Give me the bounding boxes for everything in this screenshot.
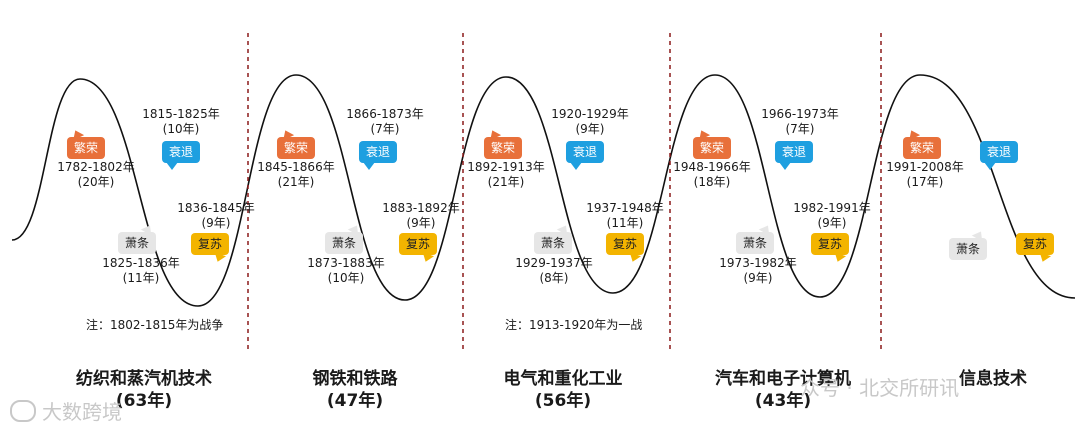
depression-tag: 萧条	[735, 232, 775, 254]
boom-tag: 繁荣	[483, 137, 523, 159]
recession-period: 1920-1929年 (9年)	[551, 107, 629, 136]
boom-tag: 繁荣	[66, 137, 106, 159]
depression-tag: 萧条	[117, 232, 157, 254]
boom-tag: 繁荣	[692, 137, 732, 159]
brand-icon	[10, 400, 36, 422]
depression-period: 1873-1883年 (10年)	[307, 256, 385, 285]
recession-tag: 衰退	[358, 141, 398, 170]
cycle-note: 注：1913-1920年为一战	[505, 318, 643, 332]
era-label: 钢铁和铁路 (47年)	[312, 369, 398, 411]
depression-tag: 萧条	[533, 232, 573, 254]
recovery-tag: 复苏	[1015, 233, 1055, 255]
recession-tag: 衰退	[979, 141, 1019, 170]
boom-period: 1782-1802年 (20年)	[57, 160, 135, 189]
recession-period: 1866-1873年 (7年)	[346, 107, 424, 136]
wave-curve	[11, 74, 1076, 307]
boom-period: 1948-1966年 (18年)	[673, 160, 751, 189]
boom-period: 1892-1913年 (21年)	[467, 160, 545, 189]
boom-period: 1845-1866年 (21年)	[257, 160, 335, 189]
era-label: 信息技术	[959, 369, 1027, 389]
boom-period: 1991-2008年 (17年)	[886, 160, 964, 189]
depression-period: 1929-1937年 (8年)	[515, 256, 593, 285]
recession-period: 1966-1973年 (7年)	[761, 107, 839, 136]
recovery-tag: 复苏	[398, 233, 438, 255]
recession-tag: 衰退	[565, 141, 605, 170]
era-label: 汽车和电子计算机 (43年)	[715, 369, 851, 411]
watermark-account: 众号 · 北交所研讯	[800, 376, 960, 400]
recovery-tag: 复苏	[190, 233, 230, 255]
depression-tag: 萧条	[948, 238, 988, 260]
recession-tag: 衰退	[774, 141, 814, 170]
recovery-period: 1836-1845年 (9年)	[177, 201, 255, 230]
depression-period: 1973-1982年 (9年)	[719, 256, 797, 285]
era-label: 电气和重化工业 (56年)	[503, 369, 623, 411]
watermark-logo: 大数跨境	[10, 396, 122, 425]
depression-tag: 萧条	[324, 232, 364, 254]
recovery-period: 1982-1991年 (9年)	[793, 201, 871, 230]
depression-period: 1825-1836年 (11年)	[102, 256, 180, 285]
recession-period: 1815-1825年 (10年)	[142, 107, 220, 136]
recovery-tag: 复苏	[605, 233, 645, 255]
boom-tag: 繁荣	[276, 137, 316, 159]
era-label: 纺织和蒸汽机技术 (63年)	[76, 369, 212, 411]
recovery-period: 1937-1948年 (11年)	[586, 201, 664, 230]
boom-tag: 繁荣	[902, 137, 942, 159]
recession-tag: 衰退	[161, 141, 201, 170]
recovery-period: 1883-1892年 (9年)	[382, 201, 460, 230]
cycle-note: 注：1802-1815年为战争	[86, 318, 224, 332]
recovery-tag: 复苏	[810, 233, 850, 255]
